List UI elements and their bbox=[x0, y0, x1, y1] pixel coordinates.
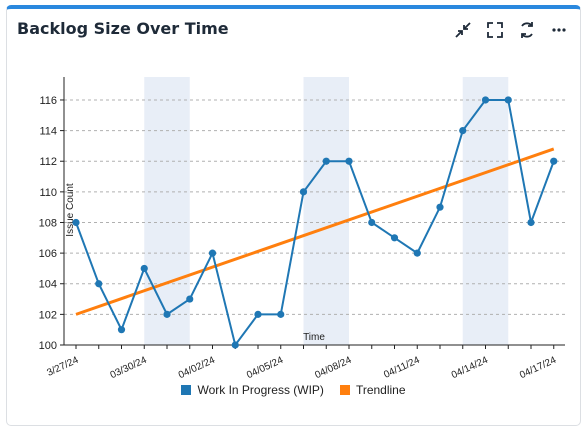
data-point-wip-14 bbox=[390, 234, 399, 242]
trendline bbox=[75, 147, 555, 316]
legend-label-trendline: Trendline bbox=[355, 383, 406, 397]
minimize-icon[interactable] bbox=[453, 20, 473, 40]
shaded-band-0 bbox=[144, 77, 190, 345]
x-tick-label: 04/05/24 bbox=[245, 355, 285, 382]
data-point-wip-4 bbox=[163, 310, 171, 318]
data-point-wip-5 bbox=[186, 295, 194, 303]
x-tick-label: 04/08/24 bbox=[313, 355, 353, 382]
data-point-wip-6 bbox=[208, 249, 217, 257]
legend-item-trendline[interactable]: Trendline bbox=[339, 383, 406, 397]
chart-title: Backlog Size Over Time bbox=[17, 19, 229, 38]
x-tick-label: 3/27/24 bbox=[45, 355, 80, 379]
data-point-wip-17 bbox=[459, 127, 467, 135]
data-point-wip-0 bbox=[72, 218, 80, 227]
chart-toolbar bbox=[453, 20, 569, 40]
shaded-band-2 bbox=[462, 77, 509, 345]
x-tick-label: 03/30/24 bbox=[109, 355, 149, 382]
data-point-wip-9 bbox=[277, 310, 285, 318]
y-tick-label: 116 bbox=[39, 95, 57, 107]
data-point-wip-19 bbox=[504, 96, 512, 104]
y-tick-label: 114 bbox=[39, 126, 57, 138]
chart-legend: Work In Progress (WIP) Trendline bbox=[0, 383, 587, 397]
more-icon[interactable] bbox=[549, 20, 569, 40]
data-point-wip-8 bbox=[254, 310, 262, 318]
x-tick-label: 04/14/24 bbox=[450, 355, 490, 382]
data-point-wip-7 bbox=[231, 341, 239, 349]
y-tick-label: 112 bbox=[39, 156, 57, 168]
data-point-wip-2 bbox=[117, 326, 126, 334]
y-tick-label: 104 bbox=[39, 279, 57, 291]
legend-label-wip: Work In Progress (WIP) bbox=[197, 383, 324, 397]
data-point-wip-18 bbox=[481, 96, 490, 104]
refresh-icon[interactable] bbox=[517, 20, 537, 40]
legend-item-wip[interactable]: Work In Progress (WIP) bbox=[181, 383, 324, 397]
data-point-wip-15 bbox=[413, 249, 421, 257]
data-point-wip-11 bbox=[322, 157, 330, 165]
legend-swatch-wip bbox=[181, 385, 192, 395]
data-point-wip-1 bbox=[95, 280, 103, 288]
fullscreen-icon[interactable] bbox=[485, 20, 505, 40]
y-tick-label: 110 bbox=[39, 187, 57, 199]
y-tick-label: 106 bbox=[39, 248, 57, 260]
data-point-wip-21 bbox=[550, 157, 558, 165]
y-tick-label: 108 bbox=[39, 217, 57, 229]
series-line-wip bbox=[75, 98, 555, 348]
shaded-band-1 bbox=[303, 77, 349, 345]
y-tick-label: 100 bbox=[39, 340, 57, 352]
x-tick-label: 04/11/24 bbox=[382, 355, 422, 381]
data-point-wip-20 bbox=[527, 218, 535, 227]
x-tick-label: 04/17/24 bbox=[518, 355, 558, 382]
x-tick-label: 04/02/24 bbox=[177, 355, 217, 382]
data-point-wip-13 bbox=[368, 218, 376, 227]
data-point-wip-12 bbox=[345, 157, 353, 165]
data-point-wip-3 bbox=[140, 264, 148, 273]
x-axis-label: Time bbox=[303, 332, 325, 343]
y-tick-label: 102 bbox=[39, 309, 57, 321]
legend-swatch-trendline bbox=[339, 385, 350, 395]
y-axis-label: Issue Count bbox=[65, 183, 76, 237]
data-point-wip-16 bbox=[436, 203, 444, 211]
data-point-wip-10 bbox=[299, 188, 308, 196]
